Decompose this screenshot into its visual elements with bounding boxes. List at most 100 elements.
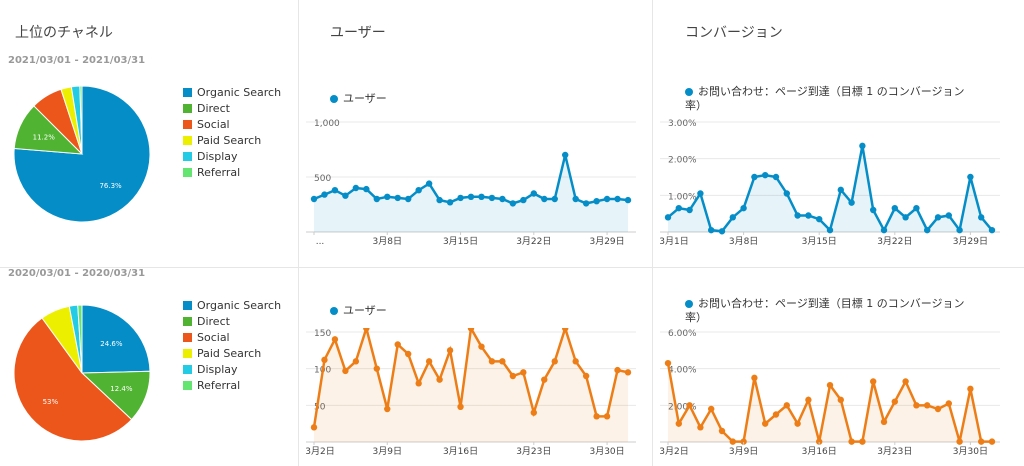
data-point [686,206,693,214]
data-point [913,204,920,212]
legend-label: Display [197,362,238,376]
series-label: ユーザー [343,304,387,317]
series-dot-icon [685,88,693,96]
data-point [945,400,952,407]
data-point [593,198,600,205]
data-point [988,226,996,234]
data-point [880,226,888,234]
pie-label: 76.3% [99,182,122,190]
data-point [582,372,590,380]
data-point [870,206,877,214]
data-point [794,420,801,427]
legend-item: Display [183,148,281,164]
data-point [520,369,527,376]
data-point [859,438,866,445]
data-point [956,226,963,234]
data-point [945,212,952,219]
data-point [805,212,812,219]
data-point [572,195,579,203]
data-point [478,193,485,200]
data-point [614,195,621,203]
y-tick-label: 6.00% [668,329,697,339]
data-point [394,341,401,348]
legend-item: Paid Search [183,345,281,361]
data-point [321,356,328,364]
legend-swatch [183,167,192,177]
divider [0,267,1024,268]
data-point [541,195,548,203]
legend-label: Referral [197,165,241,179]
data-point [562,328,569,332]
data-point [624,196,632,204]
data-point [541,376,548,383]
x-tick-label: 3月9日 [373,446,402,456]
legend-swatch [183,348,192,358]
divider [652,0,653,466]
series-dot-icon [685,300,693,308]
legend-swatch [183,332,192,342]
users-header: ユーザー [330,25,386,41]
data-point [415,187,422,194]
data-point [751,374,758,382]
data-point [708,405,715,413]
pie-label: 24.6% [100,340,123,348]
pie-slice [79,85,83,155]
data-point [310,424,318,431]
data-point [384,405,391,413]
legend-label: Referral [197,378,241,392]
legend-label: Organic Search [197,298,282,312]
y-tick-label: 4.00% [668,366,697,376]
date-range-bottom: 2020/03/01 - 2020/03/31 [8,268,146,279]
data-point [488,358,496,365]
data-point [499,358,506,365]
legend-2021: Organic Search Direct Social Paid Search Dis… [183,84,281,180]
legend-item: Paid Search [183,132,281,148]
data-point [342,367,349,375]
data-point [342,192,349,199]
data-point [762,420,769,427]
data-point [740,204,747,212]
data-point [562,151,569,159]
series-label: ユーザー [343,92,387,105]
x-tick-label: 3月29日 [589,236,624,246]
data-point [551,358,558,365]
conversion-legend-2021: お問い合わせ：ページ到達（目標 1 のコンバージョン率） [685,85,965,113]
legend-item: Direct [183,313,281,329]
data-point [509,200,517,207]
series-label: お問い合わせ：ページ到達（目標 1 のコンバージョン率） [685,297,965,324]
data-point [816,215,823,223]
data-point [446,199,454,206]
x-tick-label: 3月16日 [802,446,837,456]
data-point [352,358,360,365]
y-tick-label: 1.00% [668,192,697,202]
legend-swatch [183,380,192,390]
legend-swatch [183,151,192,161]
legend-item: Referral [183,164,281,180]
data-point [436,196,443,204]
data-point [457,194,464,202]
x-tick-label: 3月16日 [443,446,478,456]
pie-slice [81,304,151,374]
data-point [913,402,920,409]
legend-item: Direct [183,100,281,116]
legend-item: Social [183,116,281,132]
data-point [415,380,422,387]
data-point [837,186,844,194]
conversion-header: コンバージョン [685,25,783,41]
data-point [967,385,974,393]
x-tick-label: 3月15日 [443,236,478,246]
legend-item: Display [183,361,281,377]
pie-slice [13,85,151,223]
data-point [467,193,475,200]
data-point [988,438,996,445]
series-area [668,145,992,232]
data-point [467,328,475,332]
data-point [425,180,433,187]
data-point [783,402,790,409]
data-point [978,214,985,221]
legend-2020: Organic Search Direct Social Paid Search Dis… [183,297,281,393]
data-point [675,420,682,427]
data-point [924,226,931,234]
x-tick-label: 3月1日 [660,236,689,246]
pie-label: 53% [43,398,59,406]
